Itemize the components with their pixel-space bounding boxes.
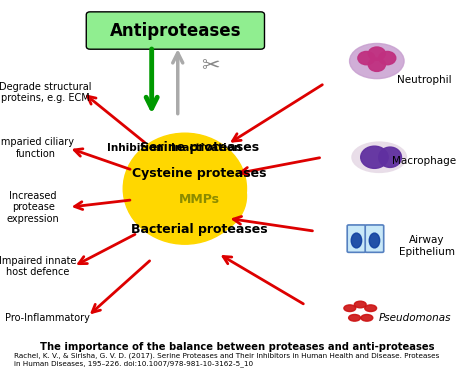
Text: Neutrophil: Neutrophil bbox=[397, 74, 452, 85]
Ellipse shape bbox=[351, 233, 362, 248]
Text: The importance of the balance between proteases and anti-proteases: The importance of the balance between pr… bbox=[40, 342, 434, 352]
Text: Bacterial proteases: Bacterial proteases bbox=[131, 223, 267, 236]
Ellipse shape bbox=[152, 155, 246, 237]
Text: Inhibition: Inhibition bbox=[107, 143, 164, 153]
Ellipse shape bbox=[361, 146, 388, 168]
Ellipse shape bbox=[344, 305, 356, 312]
Text: Antiproteases: Antiproteases bbox=[109, 22, 241, 40]
Ellipse shape bbox=[348, 314, 360, 321]
Text: Rachel, K. V., & Sirisha, G. V. D. (2017). Serine Proteases and Their Inhibitors: Rachel, K. V., & Sirisha, G. V. D. (2017… bbox=[14, 353, 439, 367]
Ellipse shape bbox=[365, 305, 376, 312]
Text: Macrophage: Macrophage bbox=[392, 156, 456, 166]
Text: Inactivation: Inactivation bbox=[171, 143, 241, 153]
FancyBboxPatch shape bbox=[86, 12, 264, 49]
Ellipse shape bbox=[354, 301, 366, 308]
Circle shape bbox=[368, 58, 385, 71]
Text: Pseudomonas: Pseudomonas bbox=[379, 313, 451, 323]
Circle shape bbox=[368, 47, 385, 60]
Text: MMPs: MMPs bbox=[179, 193, 219, 206]
Text: Impaired innate
host defence: Impaired innate host defence bbox=[0, 256, 77, 277]
Ellipse shape bbox=[379, 147, 401, 168]
Ellipse shape bbox=[350, 44, 404, 78]
Text: Cysteine proteases: Cysteine proteases bbox=[132, 167, 266, 181]
FancyBboxPatch shape bbox=[365, 225, 384, 252]
Text: Pro-Inflammatory: Pro-Inflammatory bbox=[5, 313, 90, 323]
Circle shape bbox=[358, 51, 375, 65]
Circle shape bbox=[379, 51, 396, 65]
Text: Degrade structural
proteins, e.g. ECM: Degrade structural proteins, e.g. ECM bbox=[0, 82, 91, 103]
Ellipse shape bbox=[352, 142, 407, 172]
Ellipse shape bbox=[361, 314, 373, 321]
Ellipse shape bbox=[123, 133, 246, 244]
Text: Increased
protease
expression: Increased protease expression bbox=[7, 191, 60, 224]
Text: ✂: ✂ bbox=[201, 57, 220, 77]
FancyBboxPatch shape bbox=[347, 225, 366, 252]
Text: Imparied ciliary
function: Imparied ciliary function bbox=[0, 137, 73, 159]
Ellipse shape bbox=[369, 233, 380, 248]
Text: Serine proteases: Serine proteases bbox=[139, 141, 259, 155]
Text: Airway
Epithelium: Airway Epithelium bbox=[399, 235, 455, 257]
